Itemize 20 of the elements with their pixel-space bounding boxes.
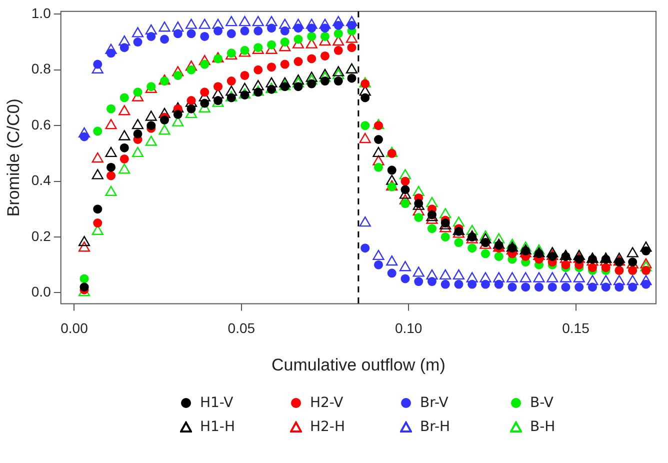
legend-label: H2-H	[310, 419, 346, 435]
y-axis-title: Bromide (C/C0)	[4, 98, 23, 217]
y-tick-label: 0.0	[31, 284, 52, 300]
legend-label: H1-H	[200, 419, 236, 435]
y-tick-label: 1.0	[31, 5, 52, 22]
legend-label: H1-V	[200, 395, 234, 411]
legend-label: B-H	[530, 419, 556, 435]
x-tick-label: 0.00	[60, 320, 88, 336]
x-tick-label: 0.15	[562, 320, 590, 336]
x-axis-title: Cumulative outflow (m)	[272, 355, 446, 374]
legend-label: B-V	[530, 395, 554, 411]
legend-label: Br-V	[420, 395, 448, 411]
y-tick-label: 0.6	[31, 116, 52, 132]
y-tick-label: 0.8	[31, 60, 52, 77]
x-tick-label: 0.10	[394, 320, 422, 336]
legend-label: H2-V	[310, 395, 344, 411]
y-tick-label: 0.4	[31, 172, 52, 188]
legend-label: Br-H	[420, 419, 450, 435]
y-tick-label: 0.2	[31, 228, 52, 244]
x-tick-label: 0.05	[228, 320, 256, 336]
